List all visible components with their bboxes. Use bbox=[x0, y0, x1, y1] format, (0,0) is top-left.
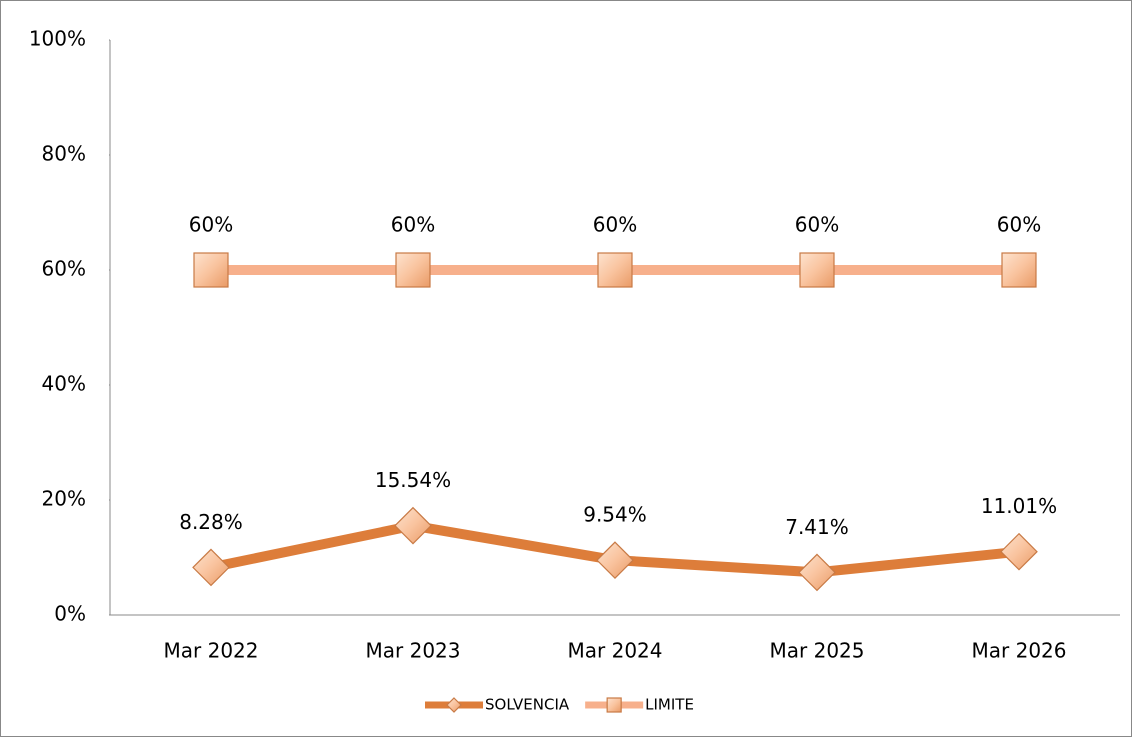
marker bbox=[1000, 532, 1038, 571]
data-label: 60% bbox=[997, 213, 1041, 237]
y-tick-label: 20% bbox=[42, 487, 86, 511]
marker bbox=[1001, 252, 1037, 288]
x-tick-label: Mar 2023 bbox=[366, 639, 461, 663]
y-tick-label: 100% bbox=[29, 27, 86, 51]
data-label: 60% bbox=[189, 213, 233, 237]
marker bbox=[799, 252, 835, 288]
data-label: 11.01% bbox=[981, 494, 1057, 518]
x-tick-label: Mar 2026 bbox=[972, 639, 1067, 663]
legend-label: LIMITE bbox=[645, 696, 694, 714]
marker bbox=[597, 252, 633, 288]
data-label: 60% bbox=[593, 213, 637, 237]
data-label: 9.54% bbox=[583, 503, 647, 527]
marker bbox=[798, 553, 836, 592]
y-tick-label: 60% bbox=[42, 257, 86, 281]
y-tick-label: 80% bbox=[42, 142, 86, 166]
marker bbox=[606, 697, 622, 713]
marker bbox=[596, 541, 634, 579]
data-label: 8.28% bbox=[179, 510, 243, 534]
y-tick-label: 40% bbox=[42, 372, 86, 396]
x-tick-label: Mar 2024 bbox=[568, 639, 663, 663]
x-tick-label: Mar 2025 bbox=[770, 639, 865, 663]
marker bbox=[192, 548, 230, 587]
data-label: 15.54% bbox=[375, 468, 451, 492]
legend-label: SOLVENCIA bbox=[485, 696, 570, 714]
y-tick-label: 0% bbox=[54, 602, 86, 626]
marker bbox=[193, 252, 229, 288]
marker bbox=[395, 252, 431, 288]
marker bbox=[394, 506, 432, 545]
data-label: 60% bbox=[391, 213, 435, 237]
data-label: 60% bbox=[795, 213, 839, 237]
data-label: 7.41% bbox=[785, 515, 849, 539]
x-tick-label: Mar 2022 bbox=[164, 639, 259, 663]
marker bbox=[446, 697, 462, 713]
